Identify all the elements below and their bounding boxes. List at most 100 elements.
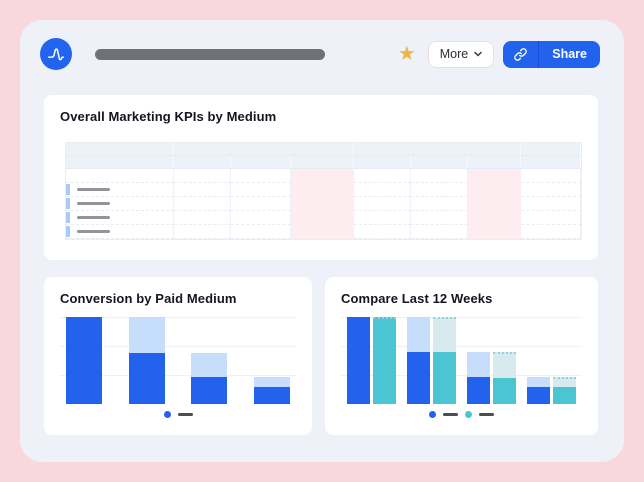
table-cell — [354, 169, 411, 183]
bar-segment-top — [407, 317, 430, 352]
table-cell — [521, 197, 581, 211]
row-label-placeholder — [77, 202, 110, 205]
bar-previous-period — [493, 317, 516, 404]
table-cell — [66, 211, 174, 225]
table-cell — [354, 183, 411, 197]
table-header-cell — [231, 156, 291, 169]
row-marker — [66, 226, 70, 237]
bar-group — [128, 317, 165, 404]
row-label-placeholder — [77, 188, 110, 191]
table-cell — [66, 183, 174, 197]
link-icon — [514, 47, 528, 61]
bar-segment-top — [527, 377, 550, 387]
legend-label-placeholder — [177, 413, 193, 416]
table-cell — [411, 197, 468, 211]
table-header-cell — [291, 156, 354, 169]
conversion-chart — [60, 317, 296, 404]
table-cell — [174, 169, 231, 183]
bar-segment-top — [253, 377, 290, 387]
bar-previous-period — [373, 317, 396, 404]
table-cell — [521, 169, 581, 183]
bar-segment-top — [493, 351, 516, 378]
table-header-cell — [411, 156, 468, 169]
amplitude-logo-icon — [40, 38, 72, 70]
bar-current-period — [347, 317, 370, 404]
table-cell — [231, 197, 291, 211]
table-header-group-cell — [174, 143, 354, 156]
legend-blue-dot — [429, 411, 436, 418]
copy-link-button[interactable] — [503, 40, 540, 68]
bar-segment-base — [191, 377, 228, 404]
table-cell — [468, 211, 521, 225]
table-cell — [521, 183, 581, 197]
bar-segment-base — [407, 351, 430, 404]
bar-segment-base — [553, 387, 576, 404]
conversion-panel-title: Conversion by Paid Medium — [60, 291, 237, 306]
bar-paid-medium — [253, 317, 290, 404]
legend-teal-dot — [465, 411, 472, 418]
legend-label-placeholder — [443, 413, 458, 416]
bar-segment-top — [191, 352, 228, 378]
bar-previous-period — [553, 317, 576, 404]
table-header-cell — [174, 156, 231, 169]
table-header-group-cell — [354, 143, 521, 156]
table-cell — [354, 197, 411, 211]
row-label-placeholder — [77, 216, 110, 219]
table-cell — [354, 225, 411, 239]
conversion-legend — [60, 411, 296, 418]
table-cell — [66, 169, 174, 183]
table-cell — [231, 169, 291, 183]
row-marker — [66, 212, 70, 223]
more-button-label: More — [439, 47, 469, 61]
compare-legend — [341, 411, 582, 418]
more-button[interactable]: More — [427, 40, 495, 68]
bar-group — [467, 317, 516, 404]
table-header-cell — [468, 156, 521, 169]
bar-segment-base — [433, 351, 456, 404]
table-cell — [66, 197, 174, 211]
table-cell — [291, 197, 354, 211]
bar-group — [66, 317, 102, 404]
bar-current-period — [467, 317, 490, 404]
bar-segment-base — [493, 377, 516, 404]
bar-segment-top — [553, 377, 576, 388]
bar-group — [191, 317, 228, 404]
table-header-cell — [354, 156, 411, 169]
bar-segment-base — [373, 317, 396, 404]
chevron-down-icon — [474, 51, 482, 57]
table-cell — [411, 183, 468, 197]
bar-group — [407, 317, 456, 404]
table-cell — [468, 197, 521, 211]
bar-current-period — [407, 317, 430, 404]
bar-segment-base — [128, 352, 165, 404]
table-cell — [411, 211, 468, 225]
conversion-bars — [60, 317, 296, 404]
table-header-cell — [66, 156, 174, 169]
table-cell — [174, 225, 231, 239]
bar-group — [527, 317, 576, 404]
kpi-panel-title: Overall Marketing KPIs by Medium — [60, 109, 277, 124]
table-header-group-cell — [521, 143, 581, 156]
compare-panel-title: Compare Last 12 Weeks — [341, 291, 493, 306]
table-cell — [174, 197, 231, 211]
bar-segment-base — [66, 317, 102, 404]
bar-previous-period — [433, 317, 456, 404]
table-cell — [291, 169, 354, 183]
share-button-group[interactable]: Share — [503, 40, 600, 68]
conversion-panel: Conversion by Paid Medium — [44, 277, 312, 435]
kpi-panel: Overall Marketing KPIs by Medium — [44, 95, 598, 260]
bar-group — [253, 317, 290, 404]
table-cell — [411, 225, 468, 239]
bar-paid-medium — [128, 317, 165, 404]
bar-paid-medium — [191, 317, 228, 404]
table-cell — [291, 211, 354, 225]
table-cell — [354, 211, 411, 225]
table-cell — [521, 225, 581, 239]
bar-segment-top — [128, 317, 165, 353]
favorite-star-icon[interactable]: ★ — [397, 43, 416, 65]
table-cell — [468, 169, 521, 183]
row-marker — [66, 198, 70, 209]
share-button[interactable]: Share — [552, 47, 587, 61]
table-cell — [521, 211, 581, 225]
